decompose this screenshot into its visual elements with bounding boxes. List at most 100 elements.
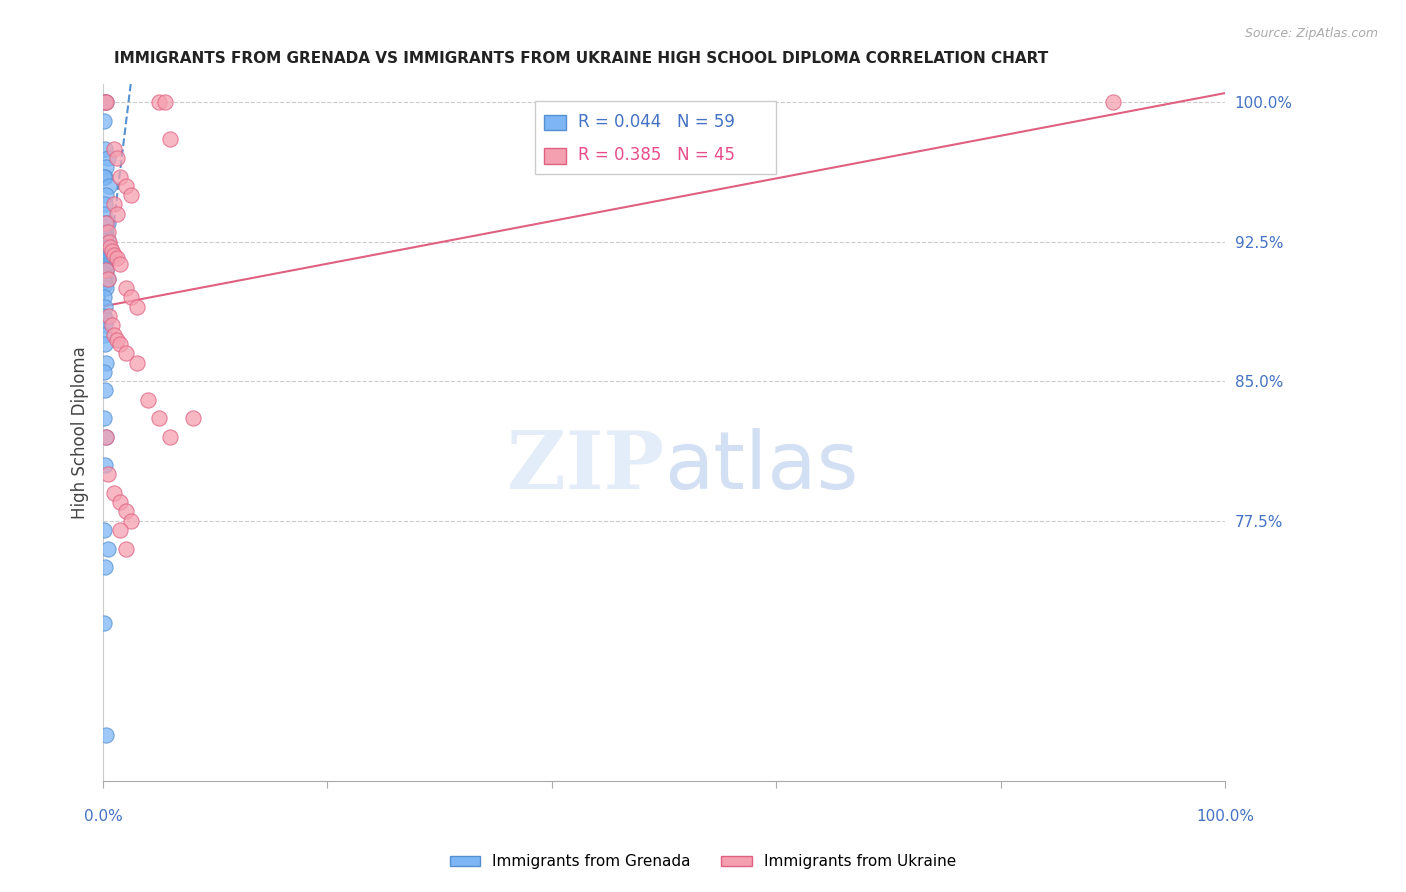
Point [103,142,125,156]
Point [93,235,115,249]
Point [97,216,120,230]
Point [96,262,118,277]
Point [93,615,115,630]
Text: 100.0%: 100.0% [1197,809,1254,824]
Bar [544,115,567,130]
FancyBboxPatch shape [536,101,776,174]
Point [114,178,136,193]
Point [96,188,118,202]
Point [101,318,124,333]
Point [159,132,181,146]
Point [120,188,142,202]
Point [94,169,117,184]
Point [159,430,181,444]
Point [148,411,170,425]
Point [96,281,118,295]
Text: atlas: atlas [664,428,859,506]
Point [96,312,118,326]
Text: R = 0.044   N = 59: R = 0.044 N = 59 [578,113,734,131]
Point [105,151,128,165]
Point [97,244,120,258]
Point [93,411,115,425]
Point [94,95,117,109]
Point [108,169,131,184]
Point [93,207,115,221]
Point [96,355,118,369]
Point [96,269,118,284]
Point [98,240,121,254]
Point [93,523,115,537]
Point [97,309,120,323]
Point [93,290,115,304]
Point [93,365,115,379]
Point [96,247,118,261]
Point [97,467,120,482]
Y-axis label: High School Diploma: High School Diploma [72,346,89,518]
Point [96,216,118,230]
Point [114,281,136,295]
Point [94,560,117,574]
Point [94,262,117,277]
Point [136,392,159,407]
Point [94,268,117,282]
Point [96,257,118,271]
Point [105,333,128,347]
Point [94,197,117,211]
Point [103,485,125,500]
Point [153,95,176,109]
Point [96,727,118,741]
Point [103,247,125,261]
Point [93,242,115,256]
Point [93,274,115,288]
Point [94,240,117,254]
Point [108,523,131,537]
Point [93,260,115,275]
Point [181,411,204,425]
Point [108,337,131,351]
Point [93,225,115,239]
Point [97,151,120,165]
Point [101,244,124,258]
Point [103,327,125,342]
Point [93,169,115,184]
Point [1101,95,1123,109]
Point [125,300,148,314]
Point [96,236,118,251]
Point [148,95,170,109]
Point [125,355,148,369]
Legend: Immigrants from Grenada, Immigrants from Ukraine: Immigrants from Grenada, Immigrants from… [443,848,963,875]
Point [103,197,125,211]
Point [93,327,115,342]
Text: ZIP: ZIP [508,428,664,506]
Point [96,95,118,109]
Point [96,225,118,239]
Point [97,252,120,266]
Point [96,95,118,109]
Point [94,245,117,260]
Point [97,233,120,247]
Point [94,458,117,472]
Point [120,290,142,304]
Point [114,346,136,360]
Point [120,514,142,528]
Point [97,235,120,249]
Point [94,277,117,292]
Point [114,504,136,518]
Point [93,113,115,128]
Point [105,252,128,266]
Point [97,541,120,556]
Text: R = 0.385   N = 45: R = 0.385 N = 45 [578,146,734,164]
Point [94,300,117,314]
Point [108,495,131,509]
Point [94,142,117,156]
Point [94,95,117,109]
Point [97,225,120,239]
Point [93,309,115,323]
Point [97,272,120,286]
Bar [544,148,567,164]
Text: IMMIGRANTS FROM GRENADA VS IMMIGRANTS FROM UKRAINE HIGH SCHOOL DIPLOMA CORRELATI: IMMIGRANTS FROM GRENADA VS IMMIGRANTS FR… [114,51,1049,66]
Point [97,272,120,286]
Point [108,257,131,271]
Point [114,541,136,556]
Point [97,178,120,193]
